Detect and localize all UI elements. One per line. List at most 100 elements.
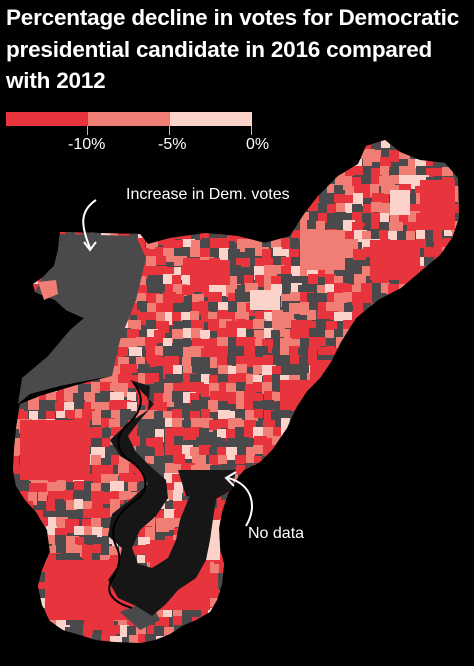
precinct-cell (245, 175, 255, 185)
precinct-cell (13, 203, 23, 214)
precinct-cell (343, 329, 357, 342)
precinct-cell (352, 554, 364, 565)
precinct-cell (110, 499, 120, 512)
precinct-cell (272, 157, 286, 168)
precinct-cell (453, 580, 459, 592)
precinct-cell (47, 230, 57, 244)
precinct-cell (84, 553, 96, 564)
precinct-cell (255, 357, 266, 368)
precinct-cell (39, 140, 50, 143)
precinct-cell (289, 420, 298, 432)
precinct-cell (426, 337, 439, 346)
precinct-cell (309, 337, 320, 350)
precinct-cell (361, 382, 374, 391)
precinct-cell (343, 131, 356, 140)
precinct-cell (343, 231, 354, 243)
precinct-cell (227, 535, 239, 545)
precinct-cell (308, 644, 320, 654)
precinct-cell (435, 483, 447, 495)
precinct-cell (137, 204, 147, 216)
precinct-cell (426, 346, 436, 355)
precinct-cell (343, 248, 355, 258)
precinct-cell (101, 410, 112, 420)
precinct-cell (326, 321, 337, 331)
precinct-cell (235, 140, 247, 143)
precinct-cell (254, 545, 266, 556)
precinct-cell (13, 346, 21, 359)
legend-swatch-strong (6, 112, 88, 126)
precinct-cell (335, 366, 347, 378)
precinct-cell (345, 140, 358, 148)
precinct-cell (453, 536, 459, 549)
precinct-cell (271, 221, 282, 233)
precinct-cell (399, 554, 413, 567)
precinct-cell (190, 393, 199, 405)
precinct-cell (362, 527, 373, 536)
precinct-cell (316, 157, 330, 171)
precinct-cell (200, 140, 210, 145)
precinct-cell (13, 474, 24, 483)
precinct-cell (75, 175, 88, 186)
precinct-cell (255, 599, 265, 612)
precinct-cell (136, 238, 145, 249)
precinct-cell (291, 230, 300, 241)
precinct-cell (244, 616, 253, 627)
precinct-cell (19, 355, 30, 365)
precinct-cell (388, 582, 397, 595)
precinct-cell (101, 211, 114, 223)
precinct-cell (442, 554, 451, 568)
precinct-cell (317, 546, 331, 556)
precinct-cell (379, 302, 389, 315)
precinct-cell (461, 310, 470, 320)
precinct-cell (381, 518, 395, 528)
precinct-cell (236, 356, 245, 366)
precinct-cell (435, 168, 444, 179)
precinct-cell (399, 447, 409, 458)
precinct-cell (55, 220, 69, 233)
precinct-cell (101, 418, 115, 427)
precinct-cell (372, 572, 386, 583)
precinct-cell (82, 519, 92, 531)
precinct-cell (74, 186, 84, 196)
precinct-cell (39, 598, 48, 608)
precinct-cell (245, 384, 256, 397)
precinct-cell (317, 455, 327, 466)
precinct-cell (326, 517, 339, 528)
precinct-cell (19, 645, 33, 654)
precinct-cell (273, 140, 284, 153)
precinct-cell (335, 481, 348, 492)
precinct-cell (397, 328, 408, 340)
precinct-cell (165, 428, 178, 439)
precinct-cell (316, 319, 330, 330)
precinct-cell (13, 572, 21, 586)
precinct-cell (462, 411, 472, 422)
precinct-cell (461, 537, 471, 550)
precinct-cell (145, 222, 158, 231)
precinct-cell (290, 445, 302, 455)
precinct-cell (127, 329, 139, 340)
precinct-cell (83, 140, 95, 142)
precinct-cell (352, 222, 363, 232)
precinct-cell (209, 338, 219, 348)
precinct-cell (273, 337, 284, 349)
precinct-cell (219, 248, 229, 261)
precinct-cell (30, 158, 40, 172)
precinct-cell (173, 294, 184, 305)
precinct-cell (309, 420, 319, 431)
precinct-cell (390, 140, 404, 149)
precinct-cell (118, 374, 128, 383)
precinct-cell (389, 517, 401, 531)
precinct-cell (66, 141, 80, 154)
precinct-cell (147, 130, 161, 139)
precinct-cell (120, 419, 133, 428)
precinct-cell (244, 203, 258, 213)
precinct-cell (118, 166, 127, 177)
precinct-cell (28, 636, 37, 643)
precinct-cell (111, 202, 120, 214)
precinct-cell (372, 383, 386, 396)
precinct-cell (254, 167, 265, 181)
precinct-cell (334, 427, 343, 437)
precinct-cell (435, 366, 447, 380)
precinct-cell (318, 518, 329, 530)
precinct-cell (92, 213, 103, 222)
